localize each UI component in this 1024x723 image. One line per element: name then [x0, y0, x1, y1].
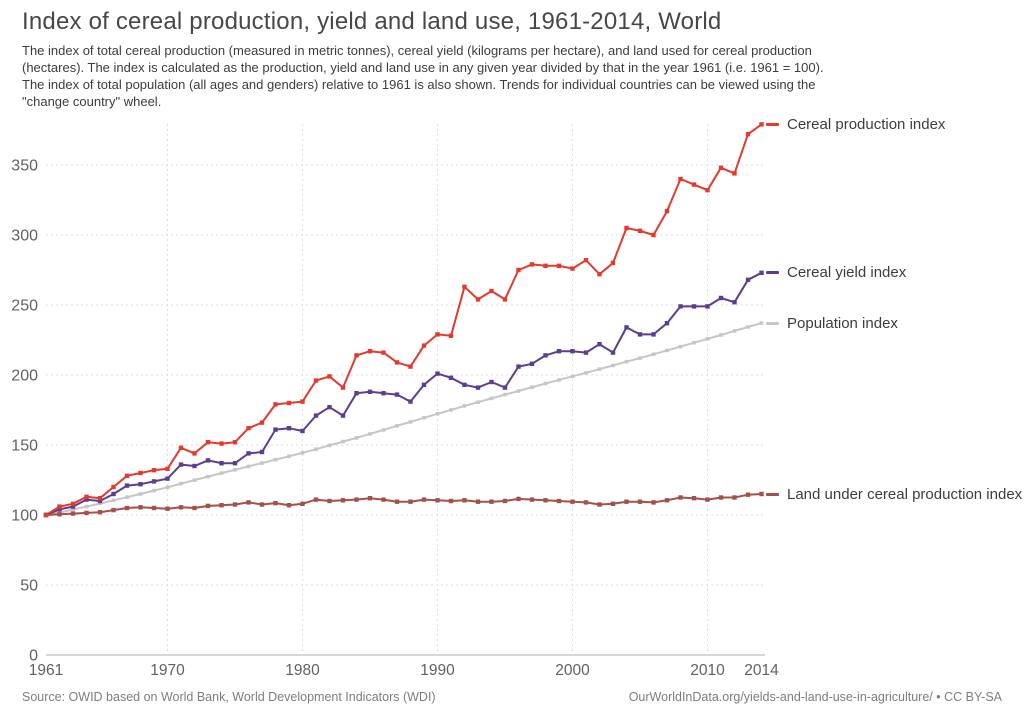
svg-text:1990: 1990 — [420, 662, 455, 679]
legend-swatch-cereal-yield-icon — [766, 271, 779, 275]
svg-text:1980: 1980 — [285, 662, 320, 679]
subtitle-line: The index of total population (all ages … — [22, 77, 816, 92]
svg-text:0: 0 — [29, 648, 38, 665]
legend-item-land-under-cereal[interactable]: Land under cereal production index — [766, 484, 1022, 504]
svg-text:150: 150 — [11, 438, 38, 455]
svg-text:250: 250 — [11, 298, 38, 315]
svg-text:2000: 2000 — [555, 662, 590, 679]
legend-label: Population index — [787, 314, 898, 332]
svg-text:300: 300 — [11, 228, 38, 245]
svg-text:1970: 1970 — [150, 662, 185, 679]
attribution-link[interactable]: OurWorldInData.org/yields-and-land-use-i… — [628, 690, 1002, 704]
legend-label: Cereal yield index — [787, 264, 907, 282]
legend-item-population[interactable]: Population index — [766, 313, 898, 333]
svg-text:2010: 2010 — [690, 662, 725, 679]
chart-title: Index of cereal production, yield and la… — [22, 8, 722, 35]
chart-subtitle: The index of total cereal production (me… — [22, 42, 952, 110]
chart-footer: Source: OWID based on World Bank, World … — [0, 690, 1024, 710]
svg-text:100: 100 — [11, 508, 38, 525]
subtitle-line: The index of total cereal production (me… — [22, 43, 812, 58]
legend-swatch-land-under-cereal-icon — [766, 492, 779, 496]
svg-text:1961: 1961 — [29, 662, 63, 679]
legend-swatch-cereal-production-icon — [766, 122, 779, 126]
legend-label: Land under cereal production index — [787, 485, 1023, 503]
subtitle-line: "change country" wheel. — [22, 94, 162, 109]
legend-item-cereal-yield[interactable]: Cereal yield index — [766, 263, 906, 283]
legend-label: Cereal production index — [787, 115, 946, 133]
subtitle-line: (hectares). The index is calculated as t… — [22, 60, 824, 75]
svg-text:350: 350 — [11, 158, 38, 175]
legend-swatch-population-icon — [766, 321, 779, 325]
svg-text:50: 50 — [20, 578, 38, 595]
svg-text:200: 200 — [11, 368, 38, 385]
svg-text:2014: 2014 — [744, 662, 779, 679]
legend-item-cereal-production[interactable]: Cereal production index — [766, 114, 945, 134]
source-note: Source: OWID based on World Bank, World … — [22, 690, 436, 704]
